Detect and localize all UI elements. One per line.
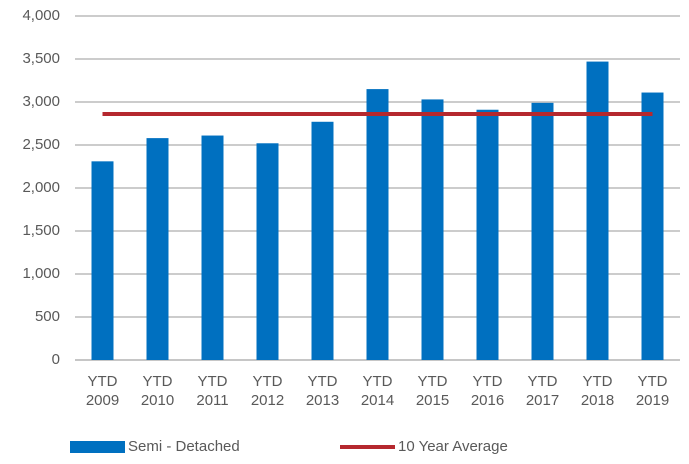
- x-tick-label: YTD 2014: [360, 373, 395, 409]
- bar: [201, 135, 224, 360]
- y-tick-label: 500: [35, 308, 60, 325]
- bar: [146, 138, 169, 360]
- x-tick-label: YTD 2009: [85, 373, 120, 409]
- x-tick-label: YTD 2010: [140, 373, 175, 409]
- y-tick-label: 2,500: [22, 136, 60, 153]
- bar: [256, 143, 279, 360]
- y-tick-label: 3,000: [22, 93, 60, 110]
- legend-swatch: [70, 441, 125, 453]
- x-tick-label: YTD 2013: [305, 373, 340, 409]
- y-tick-label: 3,500: [22, 50, 60, 67]
- x-tick-label: YTD 2018: [580, 373, 615, 409]
- bar: [531, 102, 554, 361]
- y-tick-label: 1,500: [22, 222, 60, 239]
- bar: [641, 92, 664, 360]
- y-tick-label: 4,000: [22, 7, 60, 24]
- bar: [586, 61, 609, 361]
- bar: [366, 89, 389, 360]
- y-tick-label: 0: [52, 351, 60, 368]
- x-tick-label: YTD 2017: [525, 373, 560, 409]
- y-tick-label: 1,000: [22, 265, 60, 282]
- legend-label: Semi - Detached: [128, 438, 240, 455]
- bar: [476, 109, 499, 361]
- x-tick-label: YTD 2019: [635, 373, 670, 409]
- bar: [311, 121, 334, 360]
- x-tick-label: YTD 2015: [415, 373, 450, 409]
- x-tick-label: YTD 2011: [196, 373, 229, 409]
- x-tick-label: YTD 2016: [470, 373, 505, 409]
- bar: [91, 161, 114, 360]
- bar: [421, 99, 444, 361]
- x-tick-label: YTD 2012: [250, 373, 285, 409]
- y-tick-label: 2,000: [22, 179, 60, 196]
- legend-label: 10 Year Average: [398, 438, 508, 455]
